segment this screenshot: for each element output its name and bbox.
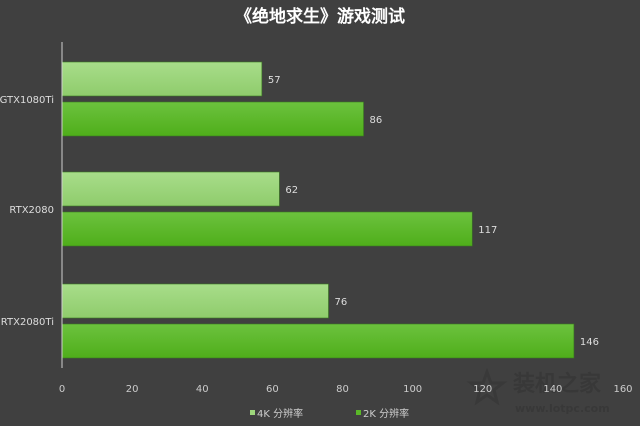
legend-swatch <box>250 410 255 415</box>
category-label: GTX1080Ti <box>0 95 54 106</box>
category-label: RTX2080 <box>9 205 54 216</box>
bar-RTX2080-0 <box>61 171 280 207</box>
category-label: RTX2080Ti <box>1 317 54 328</box>
data-label: 146 <box>580 337 599 348</box>
legend-label: 4K 分辨率 <box>257 407 303 420</box>
x-tick-label: 80 <box>336 384 349 395</box>
data-label: 76 <box>334 297 347 308</box>
data-label: 117 <box>478 225 497 236</box>
data-label: 62 <box>285 185 298 196</box>
x-tick-label: 140 <box>543 384 562 395</box>
chart-title: 《绝地求生》游戏测试 <box>235 6 405 27</box>
x-tick-label: 120 <box>473 384 492 395</box>
x-tick-label: 60 <box>266 384 279 395</box>
legend: 4K 分辨率 2K 分辨率 <box>250 407 409 420</box>
x-tick-label: 0 <box>59 384 65 395</box>
bar-RTX2080Ti-1 <box>61 323 575 359</box>
watermark-logo: 装机之家 www.lotpc.com <box>466 367 610 415</box>
bar-RTX2080-1 <box>61 211 473 247</box>
x-tick-label: 100 <box>403 384 422 395</box>
legend-swatch <box>356 410 361 415</box>
x-tick-label: 20 <box>126 384 139 395</box>
bar-GTX1080Ti-0 <box>61 61 263 97</box>
bar-GTX1080Ti-1 <box>61 101 364 137</box>
data-label: 57 <box>268 75 281 86</box>
data-label: 86 <box>370 115 383 126</box>
bar-RTX2080Ti-0 <box>61 283 329 319</box>
legend-label: 2K 分辨率 <box>363 407 409 420</box>
svg-text:www.lotpc.com: www.lotpc.com <box>515 402 610 415</box>
x-tick-label: 40 <box>196 384 209 395</box>
x-tick-label: 160 <box>613 384 632 395</box>
svg-text:装机之家: 装机之家 <box>513 371 602 397</box>
